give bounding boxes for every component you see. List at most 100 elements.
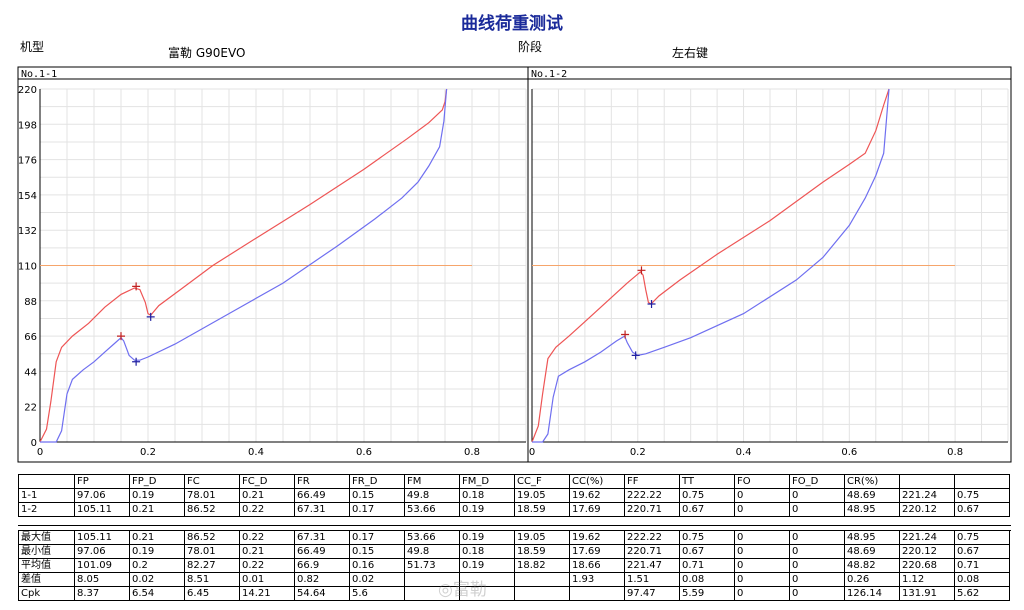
table-cell: 54.64 <box>294 586 350 601</box>
table-cell: 0.71 <box>679 558 735 573</box>
table-cell: 0 <box>789 502 845 517</box>
table-cell: 105.11 <box>74 530 130 545</box>
table-cell: 0.21 <box>129 530 185 545</box>
table-cell: 0 <box>789 558 845 573</box>
table-cell: 0.82 <box>294 572 350 587</box>
table-cell: 0.75 <box>679 530 735 545</box>
table-cell: 0.19 <box>129 488 185 503</box>
peak-marker <box>117 332 125 341</box>
table-cell: 48.95 <box>844 502 900 517</box>
load-curve-charts: No.1-1 0 22 44 66 88 110 132 154 176 198 220 0 0.2 0.4… <box>17 66 1012 463</box>
table-row: 差值 8.05 0.02 8.51 0.01 0.82 0.02 1.93 1.51 0.08 0 0… <box>18 572 1010 587</box>
table-row: 1-1 97.06 0.19 78.01 0.21 66.49 0.15 49.8 0.18 19… <box>18 488 1010 503</box>
x-tick-label: 0.6 <box>841 447 857 458</box>
y-tick-label: 66 <box>24 332 37 343</box>
table-cell: 8.05 <box>74 572 130 587</box>
table-cell: 0 <box>789 488 845 503</box>
panel-label: No.1-1 <box>21 69 57 80</box>
table-cell: 0 <box>734 572 790 587</box>
table-cell: 66.49 <box>294 544 350 559</box>
table-cell: 18.59 <box>514 502 570 517</box>
table-cell: 5.59 <box>679 586 735 601</box>
table-cell: 0.21 <box>239 488 295 503</box>
panel-label: No.1-2 <box>531 69 567 80</box>
table-cell: 0.08 <box>679 572 735 587</box>
table-cell: 0.67 <box>679 544 735 559</box>
table-cell: 0.67 <box>954 502 1010 517</box>
table-cell: 18.66 <box>569 558 625 573</box>
y-tick-label: 110 <box>18 262 37 273</box>
table-cell: 0.01 <box>239 572 295 587</box>
table-cell: 0.16 <box>349 558 405 573</box>
table-cell: 18.59 <box>514 544 570 559</box>
row-label: Cpk <box>18 586 75 601</box>
table-cell: 1.51 <box>624 572 680 587</box>
y-tick-label: 22 <box>24 403 37 414</box>
column-header <box>954 474 1010 489</box>
table-cell: 66.9 <box>294 558 350 573</box>
table-cell: 222.22 <box>624 530 680 545</box>
page-title: 曲线荷重测试 <box>461 14 563 34</box>
table-cell: 0.17 <box>349 502 405 517</box>
table-cell <box>569 586 625 601</box>
table-cell: 0.75 <box>954 488 1010 503</box>
table-cell: 0.19 <box>459 502 515 517</box>
table-row: 最大值 105.11 0.21 86.52 0.22 67.31 0.17 53.66 0.19… <box>18 530 1010 545</box>
table-cell: 18.82 <box>514 558 570 573</box>
statistics-table: 最大值 105.11 0.21 86.52 0.22 67.31 0.17 53.66 0.19… <box>18 530 1010 601</box>
table-cell: 0.19 <box>459 558 515 573</box>
x-tick-label: 0 <box>529 447 535 458</box>
table-cell: 0.2 <box>129 558 185 573</box>
table-cell <box>404 572 460 587</box>
table-cell: 0.22 <box>239 530 295 545</box>
curve-series-2 <box>40 88 448 443</box>
table-cell: 0.21 <box>239 544 295 559</box>
table-cell: 86.52 <box>184 502 240 517</box>
table-cell: 0.26 <box>844 572 900 587</box>
table-cell: 0.02 <box>349 572 405 587</box>
table-cell: 5.6 <box>349 586 405 601</box>
table-cell: 0 <box>789 586 845 601</box>
y-tick-label: 0 <box>31 438 37 449</box>
y-tick-label: 44 <box>24 367 37 378</box>
table-cell: 105.11 <box>74 502 130 517</box>
table-cell: 220.68 <box>899 558 955 573</box>
row-label: 差值 <box>18 572 75 587</box>
y-tick-label: 198 <box>18 120 37 131</box>
peak-marker <box>132 282 141 291</box>
table-cell: 0 <box>734 586 790 601</box>
table-cell: 6.45 <box>184 586 240 601</box>
table-cell: 0 <box>734 544 790 559</box>
table-cell: 0 <box>734 502 790 517</box>
table-cell: 17.69 <box>569 544 625 559</box>
table-cell: 6.54 <box>129 586 185 601</box>
column-header: FC <box>184 474 240 489</box>
table-cell: 0.18 <box>459 488 515 503</box>
y-tick-label: 88 <box>24 297 37 308</box>
table-cell: 0.21 <box>129 502 185 517</box>
column-header: FM_D <box>459 474 515 489</box>
column-header: FP_D <box>129 474 185 489</box>
peak-marker <box>631 351 640 360</box>
table-cell: 222.22 <box>624 488 680 503</box>
table-cell: 0.08 <box>954 572 1010 587</box>
column-header: CC_F <box>514 474 570 489</box>
column-header: FR_D <box>349 474 405 489</box>
table-row: 最小值 97.06 0.19 78.01 0.21 66.49 0.15 49.8 0.18 18… <box>18 544 1010 559</box>
column-header <box>899 474 955 489</box>
column-header: FC_D <box>239 474 295 489</box>
chart-panel-2: No.1-2 0 0.2 0.4 0.6 0.8 <box>527 66 1012 463</box>
table-cell: 0.02 <box>129 572 185 587</box>
peak-marker <box>132 357 141 366</box>
table-cell: 78.01 <box>184 488 240 503</box>
stage-value: 左右键 <box>672 46 709 60</box>
table-cell: 97.47 <box>624 586 680 601</box>
table-cell: 0.18 <box>459 544 515 559</box>
table-cell: 221.24 <box>899 488 955 503</box>
table-cell: 51.73 <box>404 558 460 573</box>
column-header: TT <box>679 474 735 489</box>
table-cell: 221.24 <box>899 530 955 545</box>
model-value: 富勒 G90EVO <box>168 46 246 60</box>
table-row: Cpk 8.37 6.54 6.45 14.21 54.64 5.6 97.47 5.59 0 0 1… <box>18 586 1010 601</box>
x-tick-label: 0.2 <box>140 447 156 458</box>
